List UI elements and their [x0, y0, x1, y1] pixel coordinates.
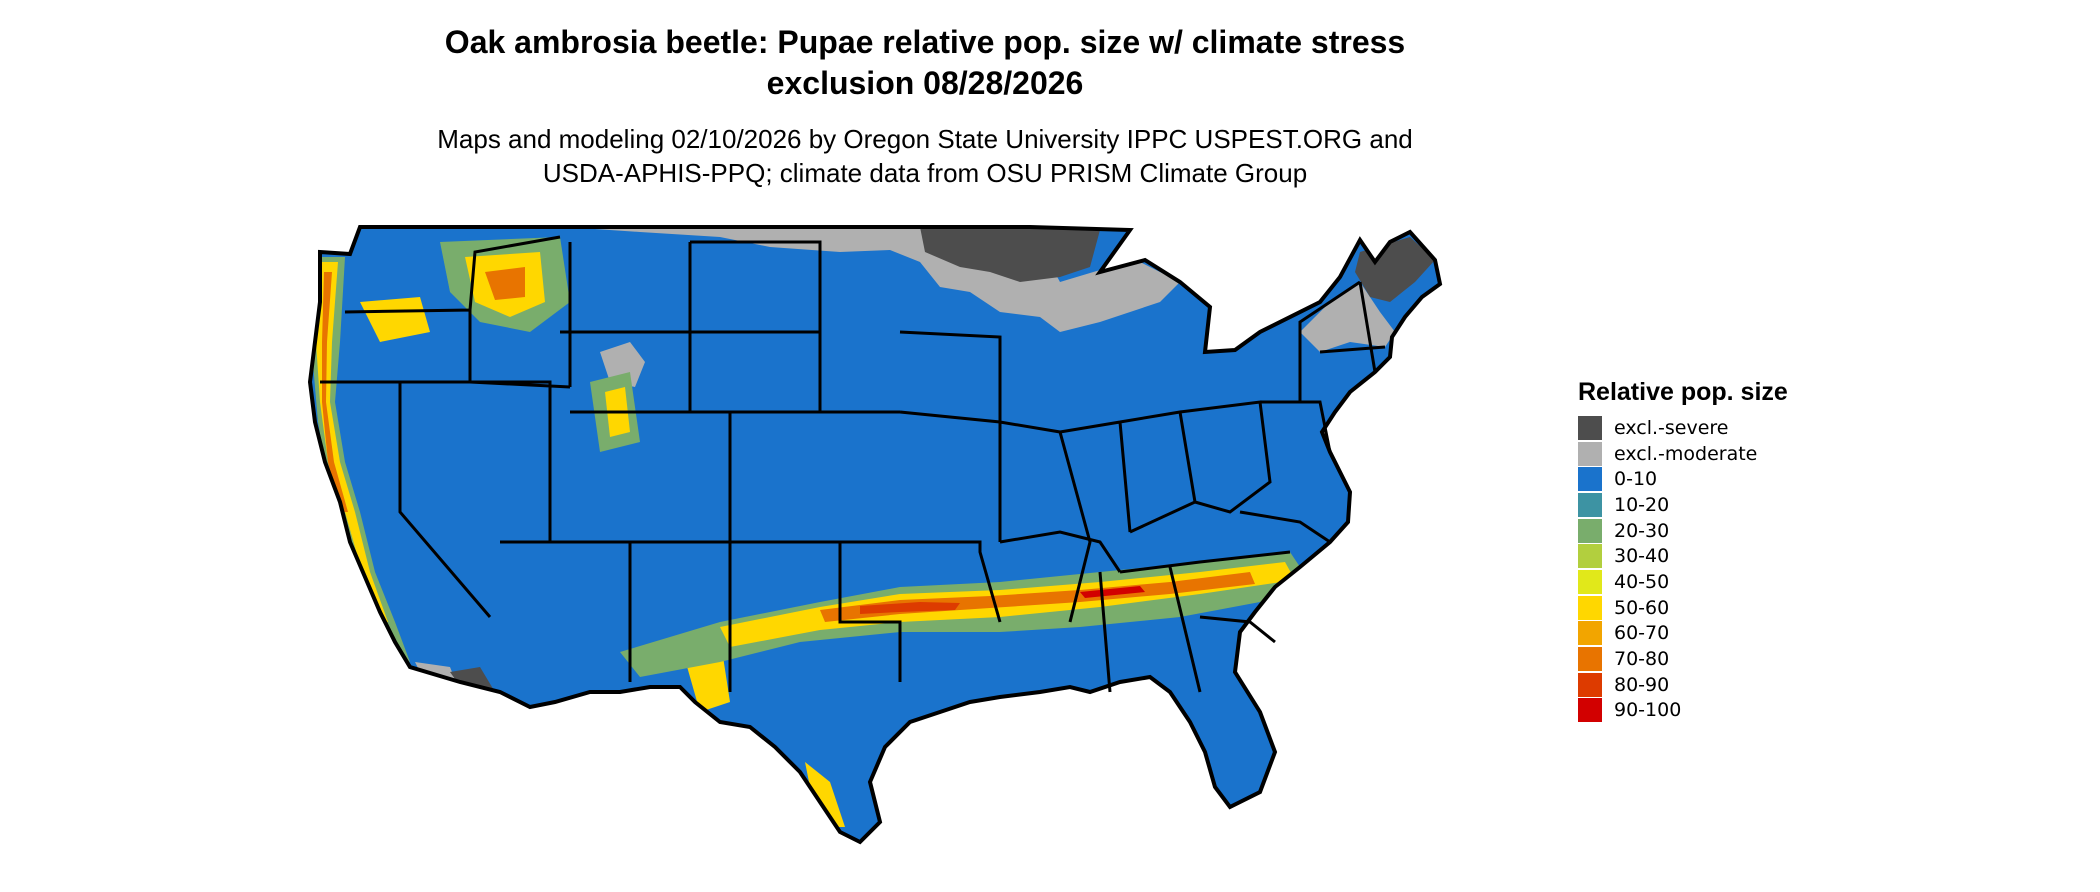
legend-items: excl.-severe excl.-moderate 0-10 10-20 20-30…: [1578, 415, 1938, 723]
legend-item: 40-50: [1578, 569, 1938, 595]
legend-item: 10-20: [1578, 492, 1938, 518]
legend-swatch: [1578, 647, 1602, 672]
map-title-line-2: exclusion 08/28/2026: [766, 65, 1084, 101]
map-subtitle: Maps and modeling 02/10/2026 by Oregon S…: [0, 122, 1850, 190]
legend-label: 0-10: [1614, 468, 1658, 491]
legend-swatch: [1578, 698, 1602, 723]
state-boundaries: [320, 235, 1386, 693]
legend-label: excl.-severe: [1614, 416, 1729, 439]
map-subtitle-line-2: USDA-APHIS-PPQ; climate data from OSU PR…: [542, 158, 1308, 188]
legend-item: excl.-severe: [1578, 415, 1938, 441]
legend-label: 60-70: [1614, 622, 1670, 645]
legend-label: 70-80: [1614, 648, 1670, 671]
legend-item: 90-100: [1578, 698, 1938, 724]
legend-swatch: [1578, 441, 1602, 466]
legend-swatch: [1578, 595, 1602, 620]
legend-label: 50-60: [1614, 596, 1670, 619]
legend-swatch: [1578, 569, 1602, 594]
map-title: Oak ambrosia beetle: Pupae relative pop.…: [0, 22, 1850, 104]
legend-swatch: [1578, 492, 1602, 517]
legend-item: 20-30: [1578, 518, 1938, 544]
legend-swatch: [1578, 672, 1602, 697]
legend-title: Relative pop. size: [1578, 378, 1788, 406]
legend-swatch: [1578, 467, 1602, 492]
legend-label: 80-90: [1614, 673, 1670, 696]
legend-label: 20-30: [1614, 519, 1670, 542]
us-map: [308, 225, 1442, 844]
legend-item: 50-60: [1578, 595, 1938, 621]
legend-item: 80-90: [1578, 672, 1938, 698]
legend-swatch: [1578, 544, 1602, 569]
map-subtitle-line-1: Maps and modeling 02/10/2026 by Oregon S…: [437, 124, 1413, 154]
legend-item: excl.-moderate: [1578, 441, 1938, 467]
legend-item: 70-80: [1578, 646, 1938, 672]
legend-label: 40-50: [1614, 570, 1670, 593]
legend: Relative pop. size excl.-severe excl.-mod…: [1578, 378, 1938, 723]
pacific-coast-hotspot: [312, 257, 410, 662]
map-raster: [310, 227, 1440, 842]
legend-label: 90-100: [1614, 699, 1682, 722]
map-title-line-1: Oak ambrosia beetle: Pupae relative pop.…: [444, 24, 1406, 60]
legend-label: 10-20: [1614, 493, 1670, 516]
legend-swatch: [1578, 415, 1602, 440]
legend-label: 30-40: [1614, 545, 1670, 568]
southern-tier-hotspot: [620, 552, 1310, 827]
legend-label: excl.-moderate: [1614, 442, 1758, 465]
legend-item: 0-10: [1578, 466, 1938, 492]
legend-item: 60-70: [1578, 621, 1938, 647]
legend-item: 30-40: [1578, 543, 1938, 569]
legend-swatch: [1578, 621, 1602, 646]
legend-swatch: [1578, 518, 1602, 543]
